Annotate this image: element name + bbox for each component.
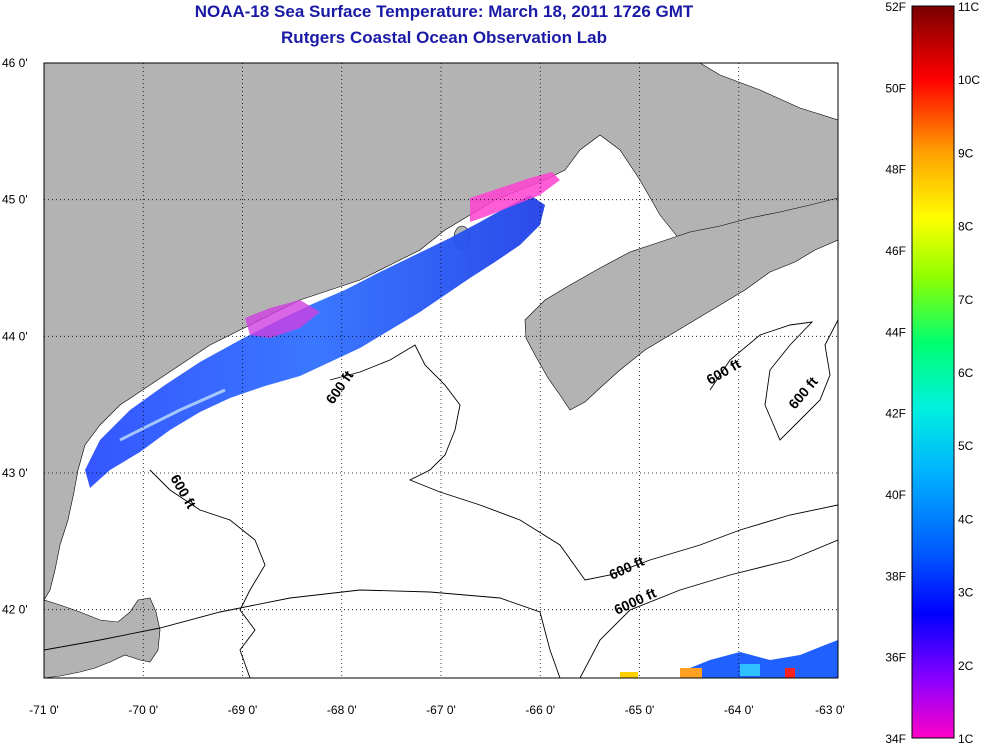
colorbar-c-labels: 11C 10C 9C 8C 7C 6C 5C 4C 3C 2C 1C xyxy=(958,0,980,746)
colorbar-c-label: 4C xyxy=(958,512,974,526)
colorbar-c-label: 7C xyxy=(958,293,974,307)
sst-south-patch xyxy=(680,640,838,678)
colorbar-c-label: 6C xyxy=(958,366,974,380)
colorbar-f-label: 40F xyxy=(885,488,906,502)
sst-mid-patch xyxy=(740,664,760,676)
colorbar xyxy=(911,5,955,739)
colorbar-f-label: 48F xyxy=(885,163,906,177)
colorbar-c-label: 3C xyxy=(958,586,974,600)
lat-label: 42 0' xyxy=(2,603,28,617)
grid-lines xyxy=(43,62,839,678)
colorbar-f-label: 44F xyxy=(885,325,906,339)
land-nova-scotia xyxy=(524,197,838,411)
colorbar-f-label: 50F xyxy=(885,81,906,95)
sst-yellow-patch xyxy=(620,672,638,678)
lon-label: -64 0' xyxy=(724,703,754,717)
colorbar-c-label: 11C xyxy=(958,0,979,14)
lon-label: -65 0' xyxy=(625,703,655,717)
lon-label: -66 0' xyxy=(525,703,555,717)
land-cape-cod xyxy=(44,597,161,678)
lon-label: -63 0' xyxy=(815,703,845,717)
sst-cold-patch xyxy=(470,172,560,222)
map-title: NOAA-18 Sea Surface Temperature: March 1… xyxy=(194,2,694,21)
sst-swath xyxy=(85,195,545,488)
lat-label: 46 0' xyxy=(2,56,28,70)
lon-label: -69 0' xyxy=(228,703,258,717)
colorbar-f-label: 46F xyxy=(885,244,906,258)
sst-streak xyxy=(119,388,226,442)
colorbar-f-label: 38F xyxy=(885,569,906,583)
colorbar-c-label: 5C xyxy=(958,439,974,453)
contour-6000ft xyxy=(44,589,561,678)
lon-labels: -71 0' -70 0' -69 0' -68 0' -67 0' -66 0' -65 … xyxy=(29,703,845,717)
lon-label: -68 0' xyxy=(327,703,357,717)
sst-cold-patch-2 xyxy=(245,300,320,338)
colorbar-c-label: 9C xyxy=(958,146,974,160)
colorbar-f-label: 34F xyxy=(885,732,906,746)
sst-hot-patch xyxy=(785,668,795,678)
lon-label: -70 0' xyxy=(128,703,158,717)
contour-600ft-gulf xyxy=(149,469,266,678)
contour-shelf-east xyxy=(709,319,838,441)
contour-6000ft-2 xyxy=(579,539,838,678)
lon-label: -71 0' xyxy=(29,703,59,717)
colorbar-f-label: 52F xyxy=(885,0,906,14)
colorbar-c-label: 2C xyxy=(958,659,974,673)
lon-label: -67 0' xyxy=(426,703,456,717)
lat-labels: 46 0' 45 0' 44 0' 43 0' 42 0' xyxy=(2,56,28,617)
map-subtitle: Rutgers Coastal Ocean Observation Lab xyxy=(281,28,607,47)
sst-warm-patch xyxy=(680,668,702,678)
colorbar-c-label: 8C xyxy=(958,220,974,234)
lat-label: 44 0' xyxy=(2,329,28,343)
colorbar-c-label: 10C xyxy=(958,73,980,87)
lat-label: 45 0' xyxy=(2,193,28,207)
lat-label: 43 0' xyxy=(2,466,28,480)
colorbar-f-labels: 52F 50F 48F 46F 44F 42F 40F 38F 36F 34F xyxy=(885,0,906,746)
colorbar-f-label: 36F xyxy=(885,651,906,665)
contour-600ft-georges xyxy=(329,344,838,581)
colorbar-c-label: 1C xyxy=(958,732,974,746)
colorbar-f-label: 42F xyxy=(885,407,906,421)
